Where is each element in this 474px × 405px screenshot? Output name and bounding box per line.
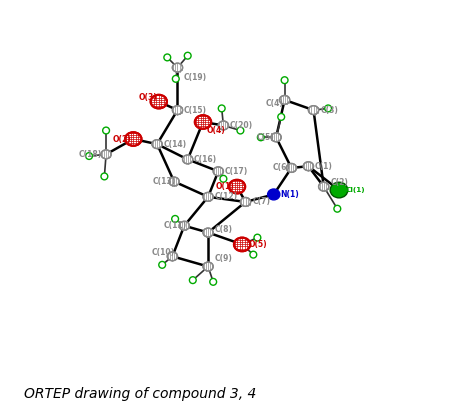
Text: C(20): C(20)	[229, 121, 253, 130]
Text: O(5): O(5)	[248, 240, 267, 249]
Circle shape	[250, 251, 257, 258]
Circle shape	[101, 173, 108, 180]
Text: C(18): C(18)	[79, 150, 102, 159]
Ellipse shape	[101, 150, 111, 159]
Text: O(2): O(2)	[112, 134, 131, 143]
Text: C(10): C(10)	[151, 248, 174, 258]
Text: C(1): C(1)	[315, 162, 332, 171]
Text: C(2): C(2)	[330, 178, 348, 187]
Text: C(9): C(9)	[214, 254, 232, 262]
Ellipse shape	[240, 198, 251, 207]
Text: C(8): C(8)	[214, 225, 232, 234]
Ellipse shape	[195, 115, 211, 129]
Text: C(17): C(17)	[224, 167, 248, 176]
Ellipse shape	[173, 63, 182, 72]
Circle shape	[281, 77, 288, 83]
Circle shape	[254, 234, 261, 241]
Text: O(4): O(4)	[207, 126, 226, 135]
Text: C(7): C(7)	[252, 197, 270, 207]
Text: ORTEP drawing of compound 3, 4: ORTEP drawing of compound 3, 4	[24, 387, 256, 401]
Ellipse shape	[271, 133, 281, 142]
Ellipse shape	[179, 221, 190, 230]
Ellipse shape	[152, 140, 162, 149]
Ellipse shape	[169, 177, 179, 186]
Circle shape	[164, 54, 171, 61]
Ellipse shape	[182, 155, 193, 164]
Text: O(1): O(1)	[216, 182, 235, 191]
Text: C(4): C(4)	[266, 99, 284, 108]
Circle shape	[257, 134, 264, 141]
Ellipse shape	[167, 252, 177, 261]
Ellipse shape	[286, 164, 297, 173]
Ellipse shape	[151, 95, 167, 109]
Circle shape	[173, 75, 179, 82]
Text: C(16): C(16)	[194, 155, 217, 164]
Ellipse shape	[330, 182, 348, 198]
Circle shape	[86, 153, 92, 160]
Text: N(1): N(1)	[280, 190, 299, 199]
Ellipse shape	[219, 121, 228, 130]
Circle shape	[159, 262, 165, 268]
Circle shape	[237, 127, 244, 134]
Circle shape	[190, 277, 196, 283]
Text: C(6): C(6)	[273, 164, 291, 173]
Text: C(12): C(12)	[214, 192, 237, 201]
Text: C(5): C(5)	[256, 133, 274, 142]
Text: C(15): C(15)	[183, 106, 207, 115]
Text: Cl(1): Cl(1)	[345, 187, 365, 193]
Ellipse shape	[268, 189, 280, 200]
Circle shape	[219, 105, 225, 112]
Ellipse shape	[213, 167, 223, 176]
Text: C(3): C(3)	[320, 106, 338, 115]
Text: C(14): C(14)	[163, 140, 186, 149]
Circle shape	[103, 127, 109, 134]
Text: C(13): C(13)	[153, 177, 176, 186]
Circle shape	[325, 105, 331, 112]
Circle shape	[334, 205, 341, 212]
Circle shape	[210, 279, 217, 285]
Ellipse shape	[319, 182, 329, 191]
Ellipse shape	[303, 162, 313, 171]
Ellipse shape	[280, 96, 290, 104]
Text: C(11): C(11)	[163, 221, 186, 230]
Ellipse shape	[173, 106, 182, 115]
Ellipse shape	[203, 228, 213, 237]
Ellipse shape	[203, 192, 213, 201]
Ellipse shape	[234, 238, 250, 251]
Ellipse shape	[125, 132, 141, 146]
Circle shape	[184, 52, 191, 59]
Circle shape	[172, 215, 179, 222]
Text: O(3): O(3)	[139, 93, 158, 102]
Ellipse shape	[203, 262, 213, 271]
Ellipse shape	[229, 180, 245, 194]
Circle shape	[278, 113, 284, 120]
Circle shape	[220, 175, 227, 182]
Text: C(19): C(19)	[183, 73, 207, 82]
Ellipse shape	[309, 106, 319, 115]
